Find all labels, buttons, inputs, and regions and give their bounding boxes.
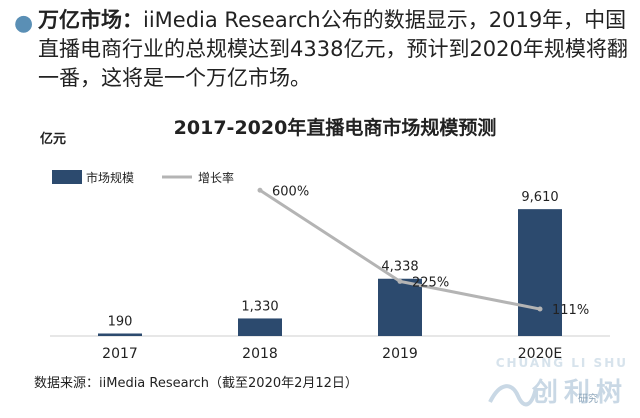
bar-value-label: 9,610 xyxy=(521,190,558,205)
legend-bar-label: 市场规模 xyxy=(86,170,134,185)
summary-body: iiMedia Research公布的数据显示，2019年，中国直播电商行业的总… xyxy=(38,8,628,90)
bullet-icon: ● xyxy=(14,11,34,36)
chart-title: 2017-2020年直播电商市场规模预测 xyxy=(174,116,497,139)
bar-2019 xyxy=(378,278,422,336)
summary-paragraph: ● 万亿市场：iiMedia Research公布的数据显示，2019年，中国直… xyxy=(12,6,630,93)
growth-value-label: 600% xyxy=(272,184,309,199)
x-tick-label: 2018 xyxy=(242,346,278,362)
bar-2017 xyxy=(98,333,142,336)
chart-unit: 亿元 xyxy=(40,131,66,147)
x-tick-label: 2019 xyxy=(382,346,418,362)
summary-title: 万亿市场： xyxy=(38,8,143,32)
bar-value-label: 190 xyxy=(108,314,133,329)
x-tick-label: 2020E xyxy=(518,346,562,362)
growth-point-2018 xyxy=(257,187,263,193)
bar-series: 190 1,330 4,338 9,610 xyxy=(98,190,562,336)
growth-point-2019 xyxy=(397,278,403,284)
chart-legend: 市场规模 增长率 xyxy=(52,170,234,185)
market-size-chart: 亿元 2017-2020年直播电商市场规模预测 市场规模 增长率 190 1,33… xyxy=(40,116,610,362)
bar-value-label: 4,338 xyxy=(381,260,418,275)
watermark-line1: CHUANG LI SHU xyxy=(495,356,628,370)
growth-value-label: 111% xyxy=(552,303,589,318)
watermark-line2: 创利树 xyxy=(531,378,628,408)
watermark-line3: 研究 xyxy=(578,394,598,405)
growth-point-2020E xyxy=(537,306,543,312)
watermark-logo: CHUANG LI SHU 创利树 研究 xyxy=(478,356,634,416)
legend-line-label: 增长率 xyxy=(198,170,234,185)
growth-value-label: 225% xyxy=(412,275,449,290)
x-axis-ticks: 2017 2018 2019 2020E xyxy=(102,346,562,362)
data-source: 数据来源：iiMedia Research（截至2020年2月12日） xyxy=(34,376,358,391)
wave-icon xyxy=(488,384,538,407)
x-tick-label: 2017 xyxy=(102,346,138,362)
bar-2020E xyxy=(518,209,562,336)
bar-value-label: 1,330 xyxy=(241,299,278,314)
growth-line-series: 600% 225% 111% xyxy=(257,184,589,318)
legend-bar-swatch xyxy=(52,170,82,184)
bar-2018 xyxy=(238,318,282,336)
